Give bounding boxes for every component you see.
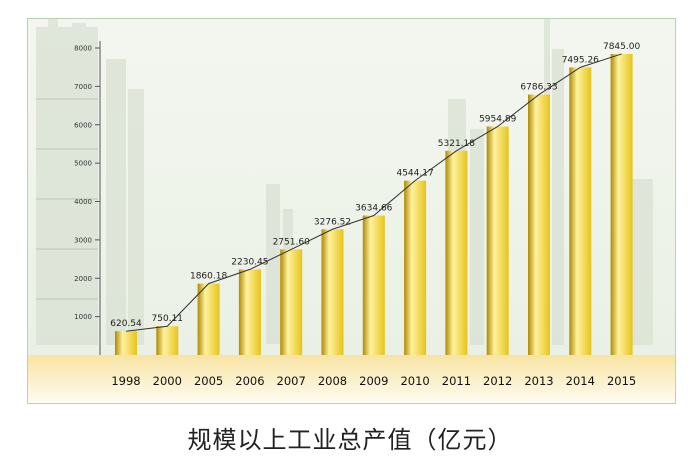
x-tick-label: 2006	[235, 374, 264, 388]
y-tick-label: 6000	[74, 121, 92, 129]
x-tick-label: 2009	[359, 374, 388, 388]
data-label: 1860.18	[190, 272, 227, 282]
data-label: 2751.60	[273, 237, 310, 247]
y-tick-label: 7000	[74, 83, 92, 91]
data-label: 620.54	[110, 319, 142, 329]
y-tick-label: 2000	[74, 275, 92, 283]
data-label: 7495.26	[562, 55, 599, 65]
y-tick-label: 1000	[74, 313, 92, 321]
x-tick-label: 2000	[153, 374, 182, 388]
bar	[156, 326, 179, 355]
x-tick-label: 1998	[111, 374, 140, 388]
x-tick-label: 2005	[194, 374, 223, 388]
bar	[610, 53, 633, 356]
background-refinery	[36, 19, 653, 345]
chart-frame: 1000 2000 3000 4000 5000 6000 7000 8000 620.54 7…	[27, 18, 676, 404]
bar	[569, 67, 592, 356]
bar	[280, 249, 303, 355]
data-label: 6786.33	[520, 83, 557, 93]
bar	[238, 269, 261, 355]
x-tick-label: 2014	[566, 374, 595, 388]
x-tick-label: 2007	[277, 374, 306, 388]
data-label: 750.11	[152, 314, 184, 324]
background-scaffold	[36, 98, 98, 300]
data-label: 5954.89	[479, 114, 516, 124]
x-tick-label: 2015	[607, 374, 636, 388]
data-label: 3634.66	[355, 204, 392, 214]
data-label: 5321.18	[438, 139, 475, 149]
data-label: 3276.52	[314, 217, 351, 227]
bar	[445, 150, 468, 355]
bar	[528, 94, 550, 355]
x-tick-label: 2011	[442, 374, 471, 388]
bar	[362, 215, 385, 355]
data-label: 7845.00	[603, 42, 640, 52]
trend-line	[125, 53, 622, 332]
y-tick-label: 4000	[74, 198, 92, 206]
x-tick-label: 2010	[400, 374, 429, 388]
bar	[321, 229, 344, 355]
x-tick-label: 2008	[318, 374, 347, 388]
chart-plot: 1000 2000 3000 4000 5000 6000 7000 8000 620.54 7…	[28, 19, 675, 403]
ground-band	[28, 355, 675, 403]
data-label: 4544.17	[396, 169, 433, 179]
chart-title: 规模以上工业总产值（亿元）	[187, 426, 513, 454]
x-tick-label: 2013	[524, 374, 553, 388]
y-tick-label: 8000	[74, 45, 92, 53]
data-label: 2230.45	[231, 257, 268, 267]
bar	[486, 126, 509, 355]
y-tick-label: 3000	[74, 236, 92, 244]
bar	[404, 180, 427, 355]
y-tick-label: 5000	[74, 160, 92, 168]
bar	[197, 283, 220, 355]
x-tick-label: 2012	[483, 374, 512, 388]
bar	[115, 331, 137, 355]
